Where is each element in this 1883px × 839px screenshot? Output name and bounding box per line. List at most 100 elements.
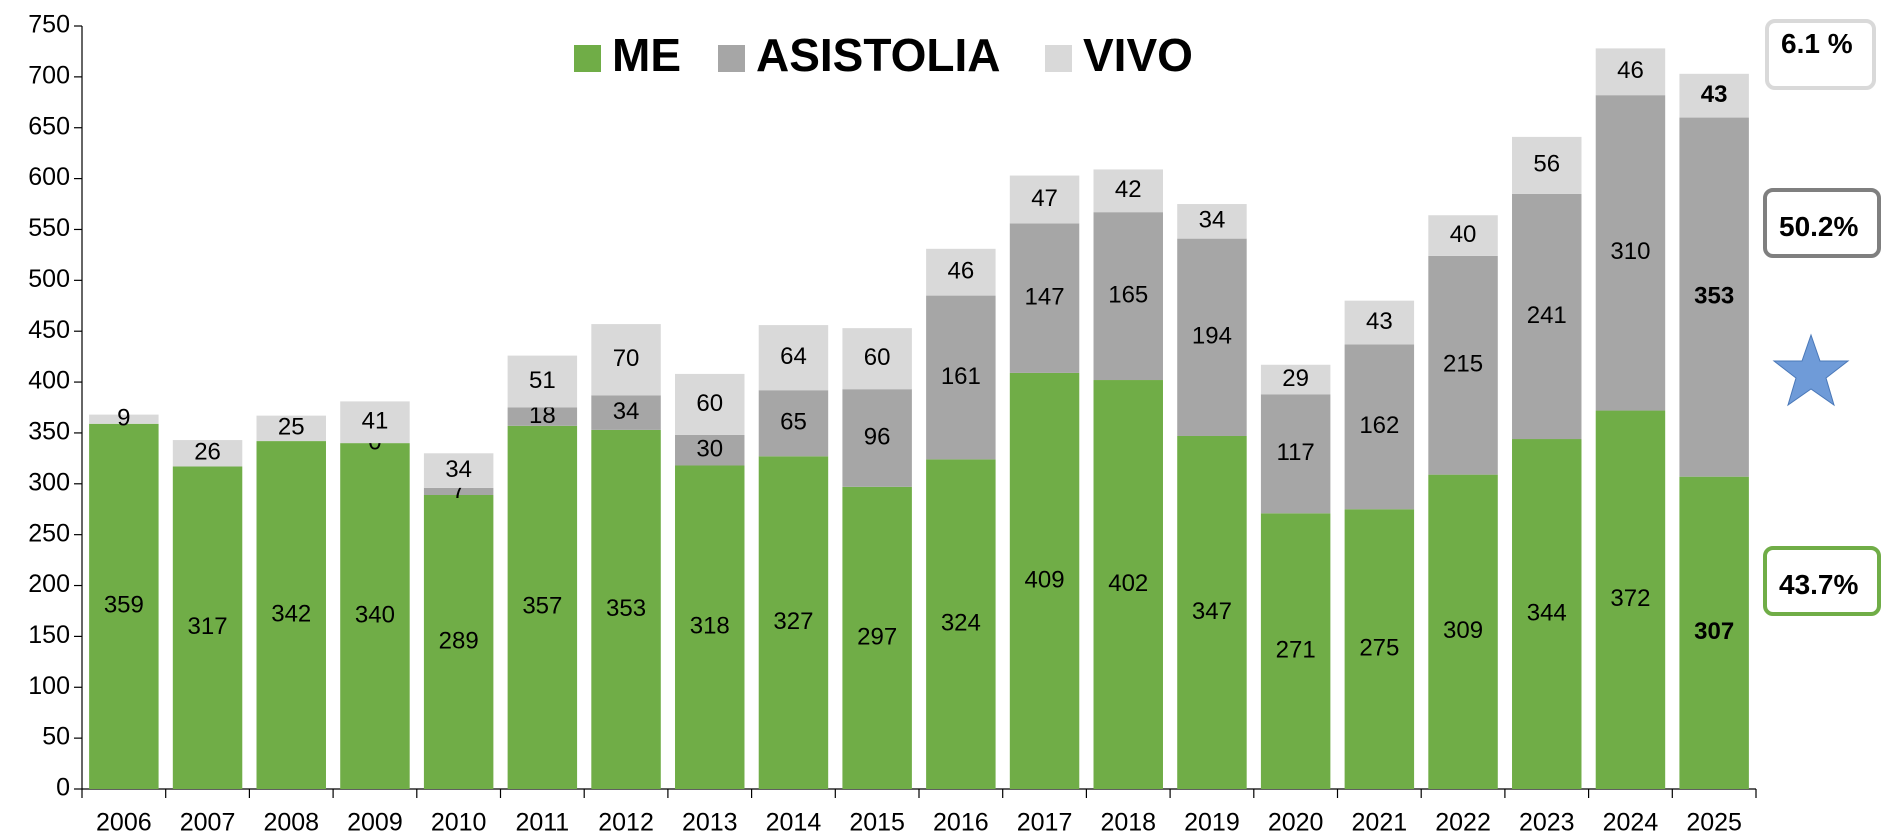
y-tick-label: 250 [28, 519, 70, 547]
bar-segment [1428, 215, 1498, 256]
data-label: 307 [1694, 618, 1734, 645]
data-label: 161 [941, 363, 981, 390]
data-label: 60 [864, 344, 891, 371]
legend-swatch [718, 45, 745, 72]
bar-segment [1260, 364, 1331, 395]
x-tick-label: 2021 [1352, 809, 1408, 837]
x-tick-label: 2007 [180, 809, 236, 837]
data-label: 215 [1443, 351, 1483, 378]
bar-segment [675, 465, 745, 789]
data-label: 372 [1610, 585, 1650, 612]
bar-segment [1512, 193, 1582, 440]
data-label: 353 [606, 595, 646, 622]
x-tick-label: 2014 [766, 809, 822, 837]
bar-segment [1344, 300, 1415, 345]
bar-segment [172, 466, 243, 789]
data-label: 25 [278, 414, 305, 441]
data-label: 297 [857, 623, 897, 650]
bar-segment [507, 425, 578, 789]
legend-label: VIVO [1083, 29, 1193, 81]
data-label: 317 [188, 613, 228, 640]
bar-segment [926, 248, 996, 296]
data-label: 34 [1199, 207, 1226, 234]
data-label: 26 [194, 439, 221, 466]
x-tick-label: 2020 [1268, 809, 1324, 837]
data-label: 309 [1443, 617, 1483, 644]
bar-segment [1595, 48, 1666, 96]
bar-segment [256, 441, 326, 789]
annotation-box: 6.1 % [1765, 19, 1876, 90]
data-label: 41 [362, 408, 389, 435]
bar-segment [340, 443, 410, 789]
data-label: 324 [941, 610, 981, 637]
data-label: 64 [780, 343, 807, 370]
bar-segment [758, 456, 829, 789]
bar-segment [1428, 255, 1498, 475]
data-label: 162 [1359, 412, 1399, 439]
bar-segment [1009, 223, 1080, 373]
x-tick-label: 2008 [263, 809, 319, 837]
data-label: 96 [864, 423, 891, 450]
bar-segment [842, 389, 912, 487]
bar-segment [507, 407, 578, 426]
legend-label: ME [612, 29, 681, 81]
x-tick-label: 2017 [1017, 809, 1073, 837]
bar-segment [507, 355, 578, 408]
bar-segment [926, 295, 996, 460]
data-label: 60 [696, 390, 723, 417]
bar-segment [423, 487, 494, 495]
bar-segment [675, 373, 745, 435]
bar-segment [1177, 238, 1247, 436]
bar-segment [842, 328, 912, 390]
data-label: 40 [1450, 221, 1477, 248]
bar-segment [1009, 175, 1080, 224]
y-tick-label: 600 [28, 163, 70, 191]
data-label: 194 [1192, 323, 1232, 350]
bar-segment [1679, 117, 1749, 477]
bar-segment [591, 429, 661, 789]
data-label: 47 [1031, 185, 1058, 212]
bar-segment [1177, 435, 1247, 789]
data-label: 43 [1366, 308, 1393, 335]
data-label: 359 [104, 592, 144, 619]
x-tick-label: 2009 [347, 809, 403, 837]
data-label: 46 [1617, 57, 1644, 84]
bar-segment [1512, 439, 1582, 789]
data-label: 43 [1701, 81, 1728, 108]
data-label: 42 [1115, 176, 1142, 203]
bar-segment [1009, 372, 1080, 789]
y-tick-label: 700 [28, 61, 70, 89]
data-label: 34 [445, 456, 472, 483]
data-label: 342 [271, 600, 311, 627]
data-label: 29 [1282, 365, 1309, 392]
data-label: 9 [117, 405, 130, 432]
bar-segment [423, 494, 494, 789]
y-tick-label: 150 [28, 621, 70, 649]
bar-segment [89, 423, 159, 789]
data-label: 275 [1359, 634, 1399, 661]
data-label: 56 [1533, 151, 1560, 178]
bar-segment [1093, 212, 1163, 381]
data-label: 165 [1108, 281, 1148, 308]
data-label: 51 [529, 367, 556, 394]
x-tick-label: 2016 [933, 809, 989, 837]
x-tick-label: 2010 [431, 809, 487, 837]
bar-segment [1679, 476, 1749, 789]
y-tick-label: 650 [28, 112, 70, 140]
y-tick-label: 0 [56, 774, 70, 802]
legend-swatch [1045, 45, 1072, 72]
bar-segment [1344, 344, 1415, 510]
annotation-box: 50.2% [1763, 188, 1881, 258]
data-label: 327 [773, 608, 813, 635]
bar-segment [1177, 204, 1247, 239]
data-label: 347 [1192, 598, 1232, 625]
bar-segment [1260, 513, 1331, 789]
bar-segment [1344, 509, 1415, 789]
bar-segment [1595, 410, 1666, 789]
bar-segment [1260, 394, 1331, 514]
data-label: 409 [1025, 566, 1065, 593]
x-tick-label: 2012 [598, 809, 654, 837]
bar-segment [926, 459, 996, 789]
data-label: 353 [1694, 282, 1734, 309]
x-tick-label: 2023 [1519, 809, 1575, 837]
